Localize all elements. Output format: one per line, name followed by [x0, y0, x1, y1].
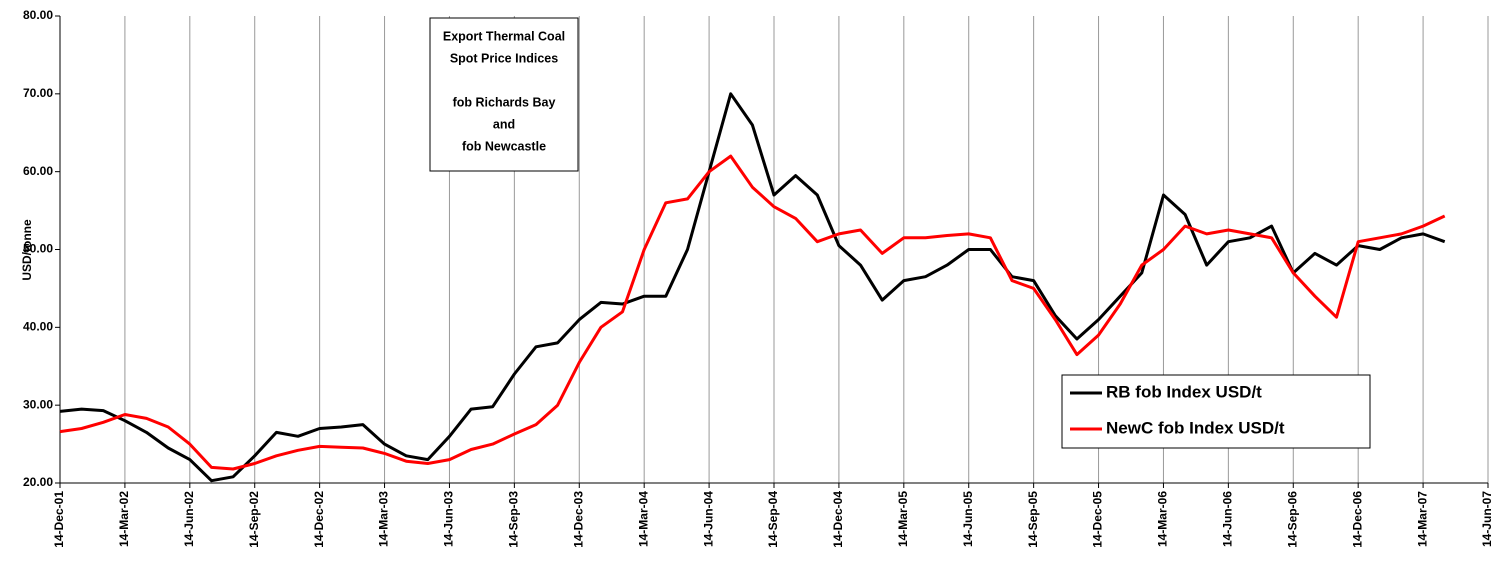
legend-box	[1061, 374, 1371, 449]
x-tick-label: 14-Mar-05	[896, 491, 910, 547]
y-tick-label: 40.00	[23, 320, 53, 334]
x-tick-label: 14-Mar-04	[636, 491, 650, 547]
x-tick-label: 14-Sep-02	[247, 491, 261, 548]
annotation-text: Spot Price Indices	[450, 51, 558, 65]
x-tick-label: 14-Sep-03	[507, 491, 521, 548]
y-tick-label: 60.00	[23, 164, 53, 178]
annotation-text: and	[493, 117, 515, 131]
legend-label: NewC fob Index USD/t	[1106, 418, 1285, 437]
y-tick-label: 70.00	[23, 86, 53, 100]
annotation-box	[429, 17, 579, 172]
series-line	[59, 92, 1446, 483]
annotation-text: fob Richards Bay	[453, 95, 556, 109]
y-tick-label: 30.00	[23, 397, 53, 411]
x-tick-label: 14-Jun-07	[1480, 491, 1492, 547]
series-line	[59, 154, 1446, 471]
x-tick-label: 14-Dec-03	[571, 491, 585, 548]
x-tick-label: 14-Mar-02	[117, 491, 131, 547]
x-tick-label: 14-Jun-03	[442, 491, 456, 547]
y-tick-label: 20.00	[23, 475, 53, 489]
x-tick-label: 14-Dec-05	[1091, 491, 1105, 548]
y-axis-label: USD/tonne	[20, 219, 34, 281]
legend-label: RB fob Index USD/t	[1106, 382, 1262, 401]
x-tick-label: 14-Jun-02	[182, 491, 196, 547]
x-tick-label: 14-Dec-04	[831, 491, 845, 548]
x-tick-label: 14-Jun-06	[1221, 491, 1235, 547]
x-tick-label: 14-Sep-04	[766, 491, 780, 548]
x-tick-label: 14-Dec-02	[312, 491, 326, 548]
x-tick-label: 14-Sep-06	[1285, 491, 1299, 548]
x-tick-label: 14-Sep-05	[1026, 491, 1040, 548]
x-tick-label: 14-Mar-03	[377, 491, 391, 547]
annotation-text: fob Newcastle	[462, 139, 546, 153]
x-tick-label: 14-Mar-07	[1415, 491, 1429, 547]
x-tick-label: 14-Dec-01	[52, 491, 66, 548]
x-tick-label: 14-Dec-06	[1350, 491, 1364, 548]
x-tick-label: 14-Mar-06	[1156, 491, 1170, 547]
y-tick-label: 80.00	[23, 8, 53, 22]
y-tick-label: 50.00	[23, 242, 53, 256]
annotation-text: Export Thermal Coal	[443, 29, 565, 43]
x-tick-label: 14-Jun-05	[961, 491, 975, 547]
x-tick-label: 14-Jun-04	[701, 491, 715, 547]
